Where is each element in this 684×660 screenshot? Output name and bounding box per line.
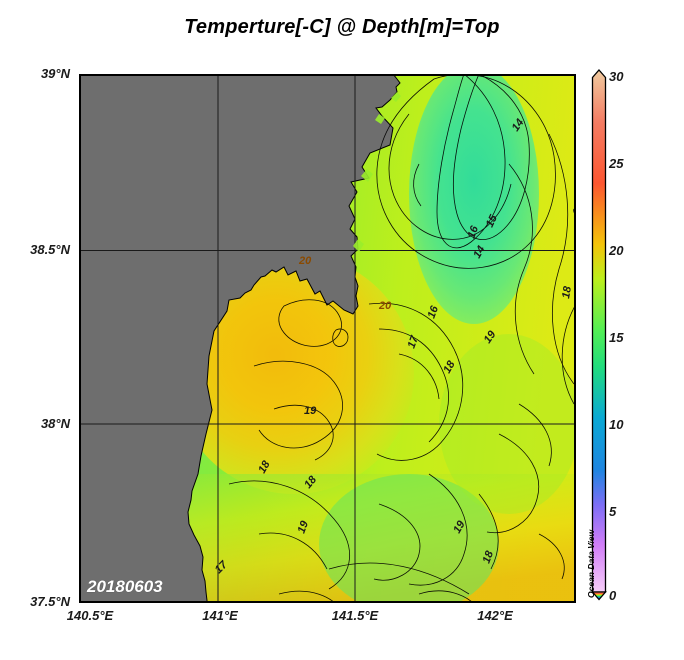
svg-text:20: 20 bbox=[298, 255, 312, 267]
svg-text:20: 20 bbox=[378, 300, 392, 312]
svg-text:19: 19 bbox=[304, 405, 317, 417]
